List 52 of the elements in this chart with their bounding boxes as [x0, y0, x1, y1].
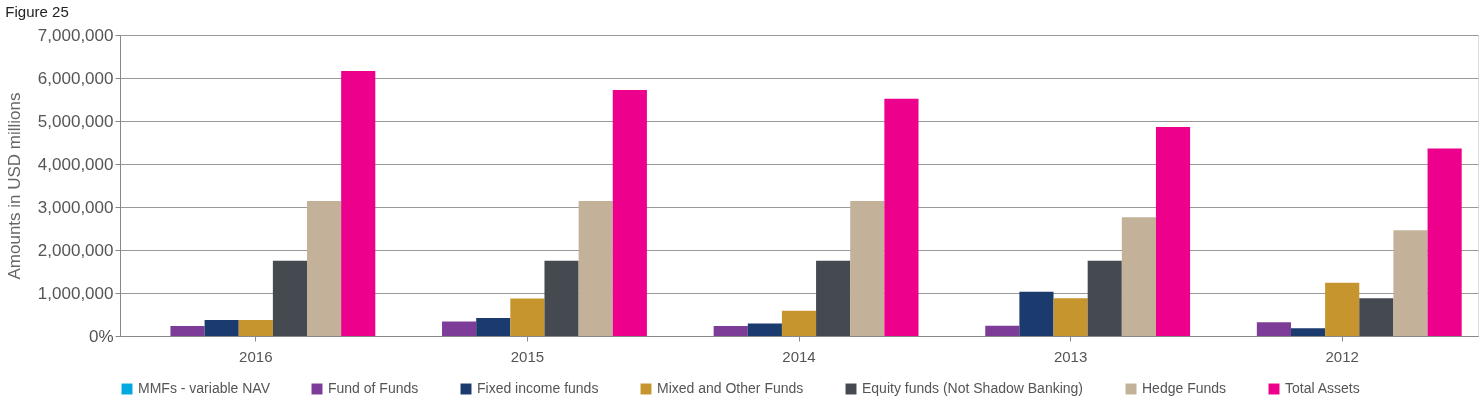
bar: [1290, 328, 1326, 336]
bar: [272, 260, 308, 336]
bar: [1019, 291, 1054, 336]
x-tick-label: 2013: [1053, 347, 1088, 365]
bar: [442, 321, 477, 336]
bar: [170, 326, 205, 336]
legend-label: Fund of Funds: [328, 380, 419, 396]
y-tick-label: 4,000,000: [37, 154, 114, 174]
x-tick-label: 2012: [1325, 347, 1359, 365]
x-tick-label: 2016: [239, 347, 273, 365]
bar: [578, 200, 613, 336]
bar: [1256, 322, 1291, 336]
chart-title: Figure 25: [5, 3, 69, 20]
legend-label: MMFs - variable NAV: [138, 380, 271, 396]
bar: [307, 200, 342, 336]
y-tick-label: 3,000,000: [37, 197, 114, 217]
y-axis-title: Amounts in USD millions: [4, 92, 24, 280]
x-tick-label: 2014: [782, 347, 816, 365]
legend-label: Hedge Funds: [1142, 380, 1227, 396]
bar: [816, 260, 851, 336]
y-tick-label: 7,000,000: [37, 25, 114, 45]
y-tick-label: 6,000,000: [37, 68, 114, 88]
bar: [476, 317, 511, 336]
bar: [884, 98, 919, 336]
y-tick-label: 2,000,000: [37, 240, 114, 260]
bar: [510, 298, 545, 336]
legend-label: Total Assets: [1285, 380, 1360, 396]
y-tick-label: 5,000,000: [37, 111, 114, 131]
legend-label: Equity funds (Not Shadow Banking): [862, 380, 1084, 396]
bar: [204, 320, 239, 336]
bar: [781, 310, 817, 336]
bar: [713, 326, 748, 336]
y-tick-label: 0%: [88, 326, 114, 346]
bar: [544, 260, 579, 336]
bar: [1155, 127, 1191, 336]
bar: [747, 323, 782, 336]
bar: [1393, 230, 1428, 336]
legend-label: Mixed and Other Funds: [657, 380, 804, 396]
bar: [1359, 298, 1394, 336]
legend-label: Fixed income funds: [477, 380, 599, 396]
bar: [1087, 260, 1122, 336]
y-tick-label: 1,000,000: [37, 283, 114, 303]
bar: [341, 71, 376, 336]
bar: [850, 200, 885, 336]
bar: [612, 90, 647, 336]
x-tick-label: 2015: [510, 347, 545, 365]
bar: [1325, 282, 1360, 336]
bar: [1053, 298, 1088, 336]
bar: [238, 320, 273, 336]
bar: [985, 325, 1020, 336]
bar: [1427, 148, 1462, 336]
bar: [1121, 217, 1156, 336]
